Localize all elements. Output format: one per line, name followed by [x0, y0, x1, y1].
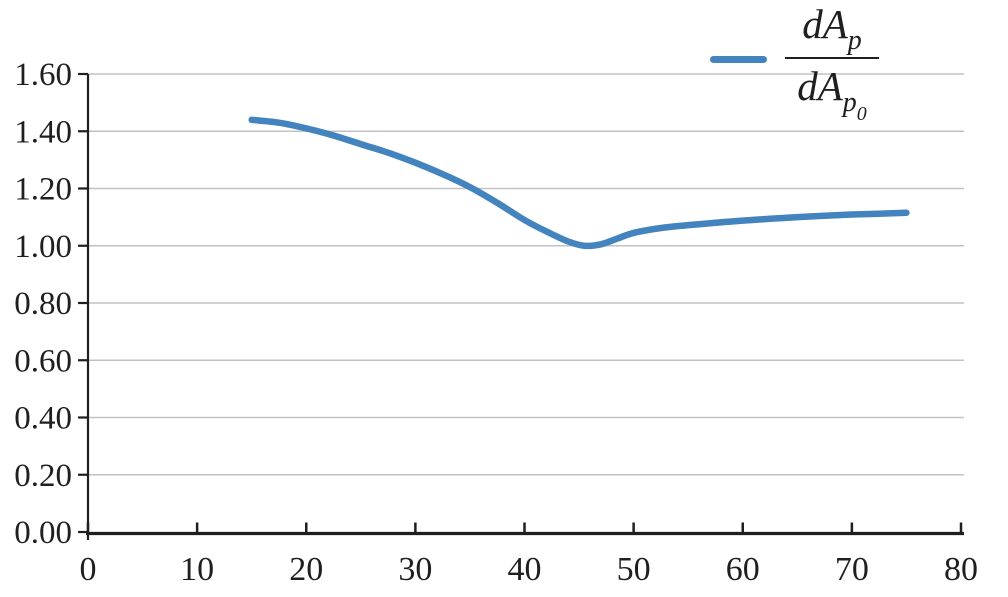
y-tick-label: 0.20 — [14, 458, 72, 494]
x-tick-label: 60 — [726, 551, 760, 588]
y-tick-label: 0.60 — [14, 343, 72, 379]
x-tick-label: 30 — [398, 551, 432, 588]
x-tick-label: 50 — [617, 551, 651, 588]
x-tick-label: 40 — [508, 551, 542, 588]
x-tick-label: 0 — [80, 551, 97, 588]
x-tick-label: 20 — [289, 551, 323, 588]
y-tick-label: 1.00 — [14, 229, 72, 265]
y-tick-label: 0.80 — [14, 286, 72, 322]
y-tick-label: 0.00 — [14, 515, 72, 551]
x-tick-label: 10 — [180, 551, 214, 588]
x-tick-label: 80 — [944, 551, 978, 588]
y-tick-label: 1.60 — [14, 57, 72, 93]
x-tick-label: 70 — [835, 551, 869, 588]
y-tick-label: 1.20 — [14, 172, 72, 208]
y-tick-label: 1.40 — [14, 114, 72, 150]
y-tick-label: 0.40 — [14, 401, 72, 437]
data-series-line — [248, 116, 910, 250]
